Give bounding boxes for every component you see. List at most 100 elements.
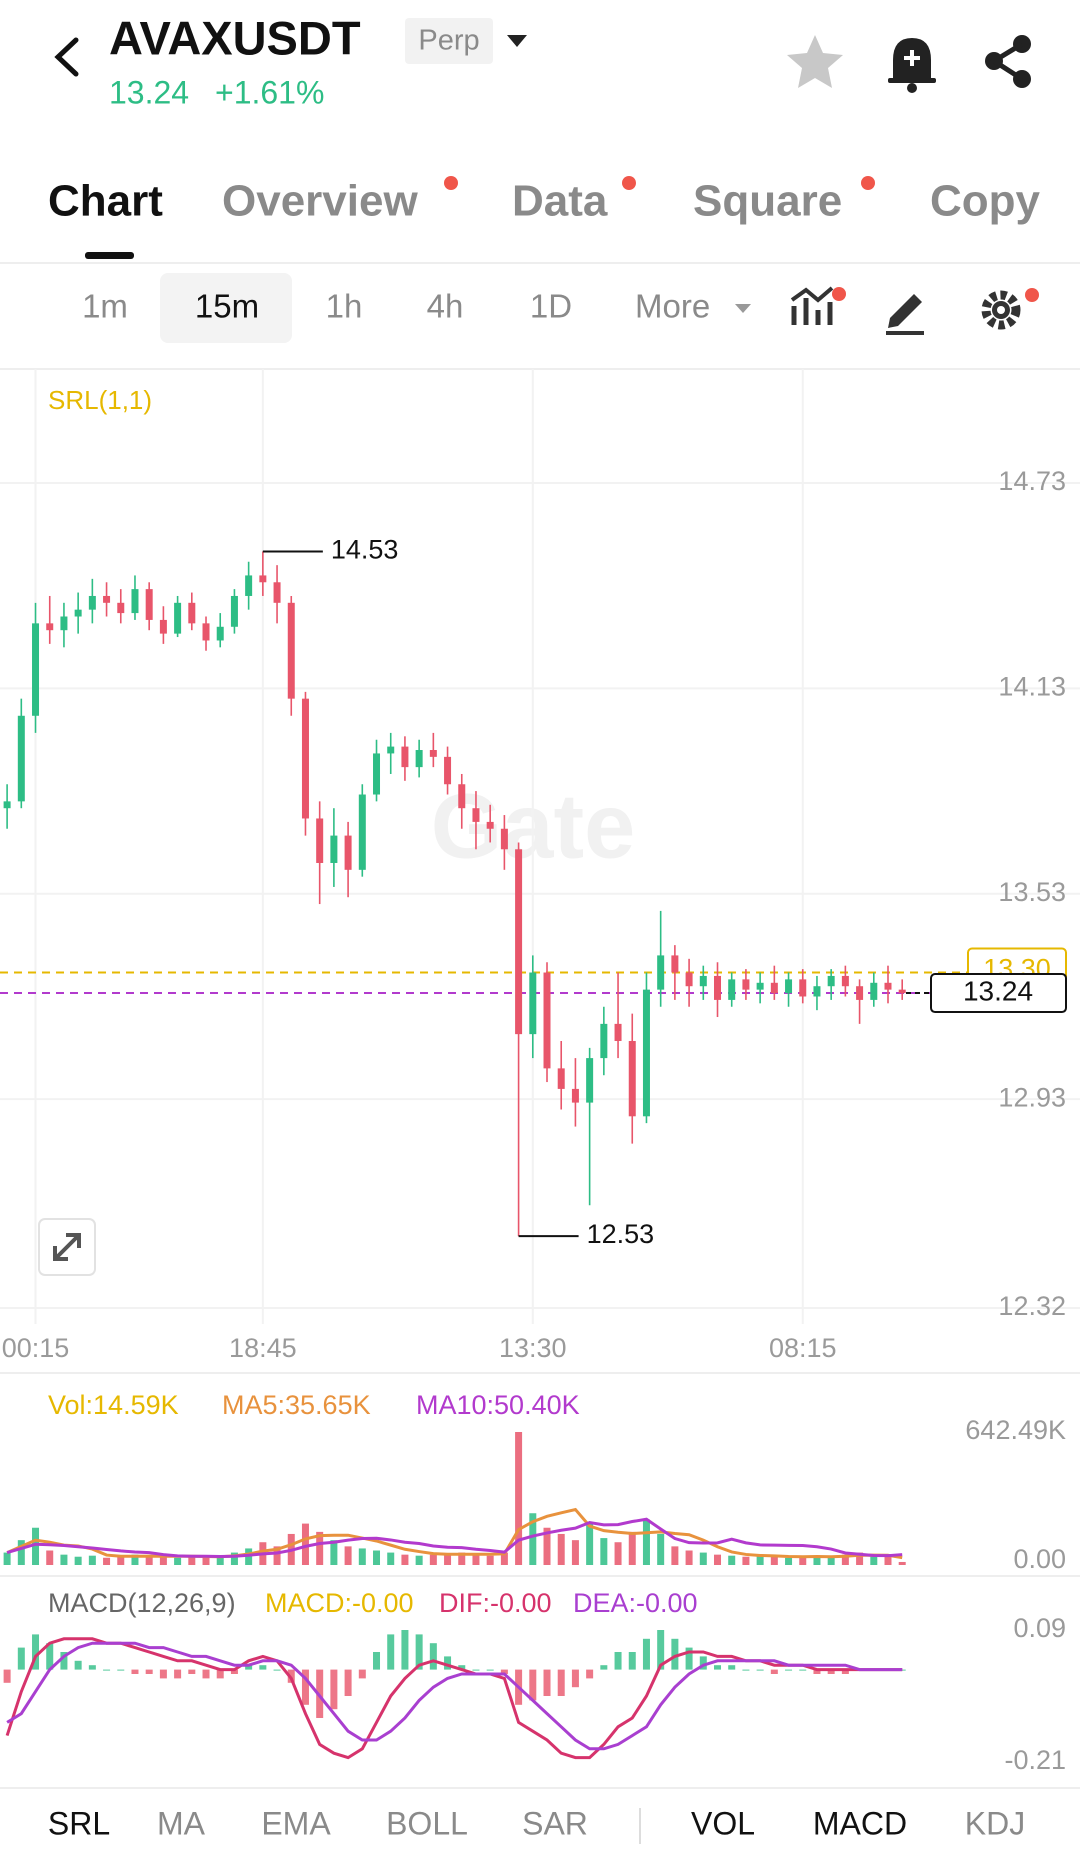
macd-bar (799, 1669, 807, 1671)
panel-tab[interactable]: KDJ (965, 1805, 1025, 1841)
volume-bar (60, 1554, 68, 1565)
settings-icon[interactable] (981, 288, 1039, 330)
draw-icon[interactable] (886, 294, 924, 335)
volume-bar (699, 1552, 707, 1565)
volume-bar (202, 1555, 210, 1565)
volume-bar (671, 1546, 679, 1565)
indicator-tab[interactable]: SAR (522, 1805, 588, 1841)
candle-body (287, 602, 295, 699)
volume-bar (884, 1556, 892, 1565)
volume-bar (216, 1556, 224, 1565)
macd-bar (571, 1669, 579, 1688)
x-tick-label: 00:15 (2, 1333, 70, 1363)
interval[interactable]: 1h (326, 288, 363, 325)
candle-body (728, 979, 736, 1000)
volume-bar (188, 1556, 196, 1565)
y-tick-label: 0.09 (1013, 1613, 1066, 1643)
volume-bar (827, 1556, 835, 1565)
candle-body (827, 975, 835, 987)
candle-body (699, 975, 707, 987)
tab-active[interactable]: Chart (48, 177, 163, 226)
volume-bar (117, 1556, 125, 1565)
candle-body (472, 808, 480, 822)
dropdown-icon[interactable] (507, 35, 527, 47)
macd-bar (188, 1669, 196, 1674)
candle-body (117, 602, 125, 614)
favorite-icon[interactable] (787, 35, 843, 88)
tab[interactable]: Data (512, 177, 608, 226)
volume-bar (344, 1546, 352, 1565)
tab[interactable]: Square (693, 177, 842, 226)
indicator-label: SRL(1,1) (48, 385, 152, 415)
macd-bar (500, 1669, 508, 1674)
volume-bar (74, 1556, 82, 1565)
candle-body (458, 784, 466, 809)
alert-icon[interactable] (888, 38, 936, 93)
macd-bar (586, 1669, 594, 1679)
macd-bar (785, 1669, 793, 1671)
macd-bar (699, 1656, 707, 1670)
candle-body (785, 979, 793, 994)
expand-button[interactable] (38, 1218, 96, 1276)
interval[interactable]: 1D (530, 288, 572, 325)
indicator-title: MACD(12,26,9) (48, 1588, 236, 1618)
y-tick-label: 0.00 (1013, 1544, 1066, 1574)
candle-body (344, 835, 352, 870)
macd-bar (657, 1630, 665, 1670)
indicator-line (5, 1637, 903, 1760)
candle-body (159, 619, 167, 634)
candle-body (642, 989, 650, 1117)
x-tick-label: 08:15 (769, 1333, 837, 1363)
y-tick-label: 14.13 (998, 672, 1066, 702)
macd-bar (174, 1669, 182, 1679)
volume-bar (103, 1557, 111, 1565)
share-icon[interactable] (985, 35, 1031, 88)
macd-bar (145, 1669, 153, 1674)
indicator-line (6, 1517, 903, 1559)
candle-body (46, 623, 54, 631)
volume-bar (756, 1555, 764, 1565)
back-button[interactable] (54, 37, 79, 77)
tab[interactable]: Overview (222, 177, 418, 226)
indicator-tab[interactable]: BOLL (386, 1805, 468, 1841)
macd-bar (486, 1669, 494, 1671)
candle-body (770, 982, 778, 994)
candle-body (202, 623, 210, 641)
volume-bar (657, 1533, 665, 1565)
indicator-tab[interactable]: SRL (48, 1805, 110, 1841)
panel-tab[interactable]: MACD (813, 1805, 907, 1841)
interval[interactable]: 1m (82, 288, 128, 325)
indicator-tab[interactable]: MA (157, 1805, 206, 1841)
macd-bar (415, 1634, 423, 1670)
candle-body (799, 979, 807, 997)
volume-bar (387, 1552, 395, 1565)
volume-bar (515, 1432, 523, 1565)
macd-bar (444, 1656, 452, 1670)
candle-body (614, 1023, 622, 1041)
macd-bar (60, 1652, 68, 1670)
macd-bar (159, 1669, 167, 1679)
indicator-tab[interactable]: EMA (261, 1805, 331, 1841)
macd-bar (642, 1638, 650, 1670)
macd-bar (543, 1669, 551, 1696)
volume-bar (415, 1555, 423, 1565)
interval-active[interactable]: 15m (195, 288, 259, 325)
volume-bar (159, 1556, 167, 1565)
tab[interactable]: Copy (930, 177, 1041, 226)
macd-bar (3, 1669, 11, 1683)
macd-bar (429, 1643, 437, 1670)
indicator-icon[interactable] (790, 286, 846, 325)
candle-body (856, 986, 864, 1000)
indicator-line (6, 1507, 903, 1560)
volume-bar (785, 1557, 793, 1565)
legend-item: DIF:-0.00 (439, 1588, 552, 1618)
panel-tab[interactable]: VOL (691, 1805, 755, 1841)
more-caret (735, 304, 751, 313)
badge-dot (444, 176, 458, 190)
volume-bar (330, 1540, 338, 1565)
interval-more[interactable]: More (635, 288, 710, 325)
interval[interactable]: 4h (427, 288, 464, 325)
macd-bar (301, 1669, 309, 1705)
badge[interactable]: Perp (418, 25, 479, 57)
